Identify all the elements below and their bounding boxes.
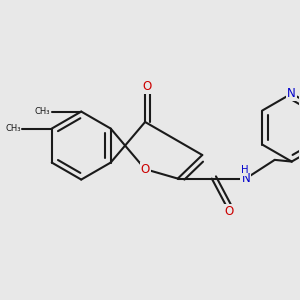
Text: O: O: [142, 80, 151, 93]
Text: CH₃: CH₃: [5, 124, 21, 133]
Text: N: N: [287, 87, 296, 100]
Text: CH₃: CH₃: [35, 107, 50, 116]
Text: H: H: [241, 165, 248, 175]
Text: O: O: [225, 205, 234, 218]
Text: N: N: [242, 172, 250, 185]
Text: O: O: [140, 163, 150, 176]
